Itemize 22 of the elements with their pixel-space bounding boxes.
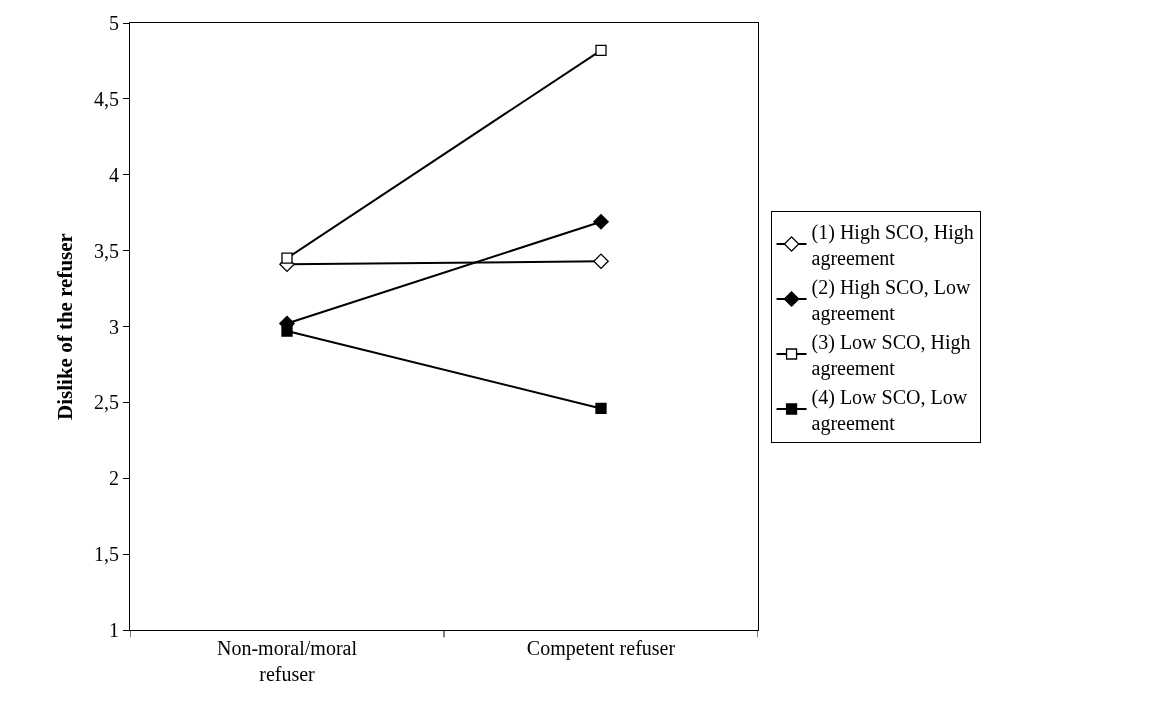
y-tick-label: 3 — [109, 315, 119, 338]
legend-label: (1) High SCO, High agreement — [811, 220, 974, 270]
point — [595, 402, 607, 415]
x-tick-label: Non-moral/moral refuser — [217, 637, 358, 685]
y-tick-label: 5 — [109, 12, 119, 34]
legend-label: (4) Low SCO, Low agreement — [811, 385, 968, 435]
point — [281, 252, 293, 264]
point — [281, 325, 293, 337]
x-tick-label: Competent refuser — [526, 637, 676, 660]
legend-label: (2) High SCO, Low agreement — [811, 275, 971, 325]
y-tick-label: 1 — [109, 619, 119, 641]
y-tick-label: 4,5 — [94, 87, 119, 110]
point — [595, 44, 607, 56]
legend-label: (3) Low SCO, High agreement — [811, 330, 971, 380]
y-axis-title: Dislike of the refuser — [53, 233, 78, 420]
y-tick-label: 4 — [109, 163, 119, 186]
point — [593, 253, 609, 270]
y-tick-label: 1,5 — [94, 543, 119, 566]
y-tick-label: 3,5 — [94, 239, 119, 262]
y-tick-label: 2 — [109, 467, 119, 490]
y-tick-label: 2,5 — [94, 391, 119, 414]
point — [593, 213, 609, 230]
